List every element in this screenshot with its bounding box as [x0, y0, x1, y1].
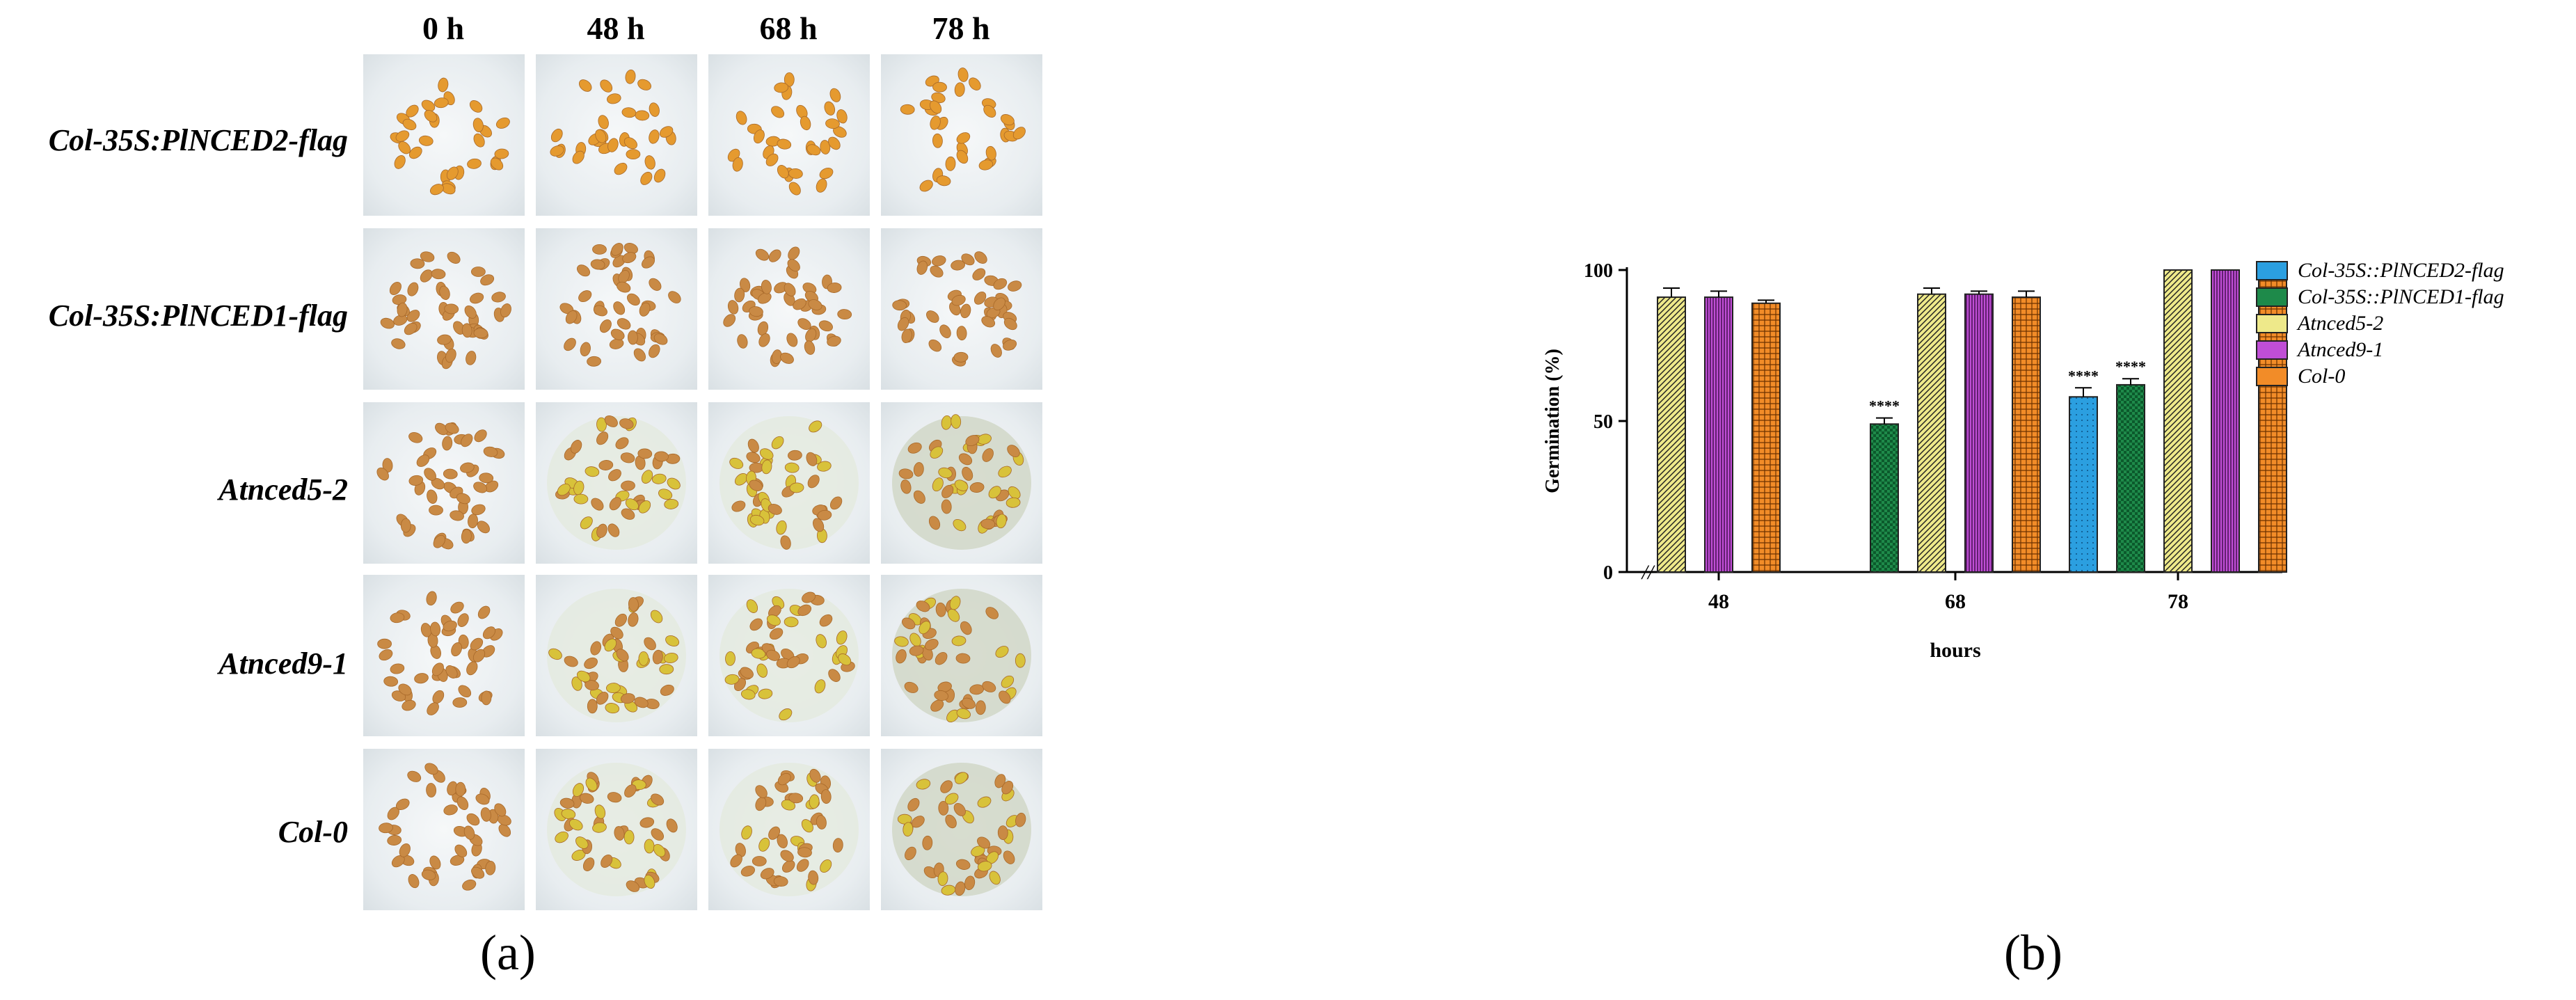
seed-photo — [708, 54, 870, 216]
legend-item: Col-35S::PlNCED2-flag — [2256, 257, 2504, 284]
column-header: 0 h — [422, 10, 465, 46]
seed-photo — [881, 749, 1042, 910]
seed-photo — [881, 228, 1042, 390]
legend-swatch — [2256, 261, 2288, 280]
seed-photo — [536, 749, 697, 910]
legend-label: Col-35S::PlNCED2-flag — [2298, 259, 2504, 282]
seed-photo — [881, 575, 1042, 736]
significance-label: **** — [1869, 397, 1900, 415]
seed-photo — [363, 749, 525, 910]
seed-photo — [536, 54, 697, 216]
seed-photo — [708, 575, 870, 736]
y-tick-label: 100 — [1584, 260, 1613, 282]
legend-label: Atnced9-1 — [2298, 338, 2384, 361]
seed-photo — [708, 402, 870, 564]
bar — [1964, 293, 1994, 573]
seed-photo — [881, 54, 1042, 216]
bar — [1704, 296, 1733, 573]
row-label: Col-35S:PlNCED2-flag — [48, 123, 348, 157]
legend-item: Col-35S::PlNCED1-flag — [2256, 284, 2504, 310]
bar — [2163, 269, 2193, 573]
seed-germination-photo-panel: 0 h 48 h 68 h 78 h Col-35S:PlNCED2-flag … — [0, 0, 1086, 1000]
row-label: Atnced5-2 — [218, 473, 348, 507]
legend-swatch — [2256, 287, 2288, 307]
x-tick-label: 68 — [1945, 590, 1966, 613]
row-label: Col-35S:PlNCED1-flag — [48, 299, 348, 333]
germination-bar-chart: 0 50 100 // 48 68 78 hours Germination (%) **** **… — [1461, 223, 2576, 752]
legend-label: Col-35S::PlNCED1-flag — [2298, 285, 2504, 308]
legend-item: Col-0 — [2256, 363, 2504, 390]
column-header: 48 h — [587, 10, 645, 46]
legend-swatch — [2256, 340, 2288, 360]
seed-photo — [363, 402, 525, 564]
axis-break: // — [1641, 561, 1655, 584]
row-label: Col-0 — [278, 815, 348, 849]
bar — [1870, 423, 1899, 573]
x-axis-label: hours — [1930, 639, 1980, 662]
bar — [2012, 296, 2041, 573]
legend-swatch — [2256, 367, 2288, 386]
seed-photo — [363, 228, 525, 390]
seed-photo — [536, 575, 697, 736]
bar — [1657, 296, 1686, 573]
bar — [1751, 302, 1781, 573]
y-tick-label: 0 — [1603, 562, 1613, 584]
bar — [1917, 293, 1946, 573]
y-axis-label: Germination (%) — [1542, 349, 1564, 493]
x-tick-label: 78 — [2168, 590, 2188, 613]
legend-label: Col-0 — [2298, 365, 2346, 388]
column-header: 68 h — [759, 10, 818, 46]
seed-photo — [708, 228, 870, 390]
panel-a-letter: (a) — [480, 925, 536, 981]
bar — [2211, 269, 2240, 573]
column-header: 78 h — [932, 10, 990, 46]
bar — [2116, 383, 2145, 573]
significance-label: **** — [2068, 367, 2099, 384]
row-label: Atnced9-1 — [218, 646, 348, 681]
bar — [2069, 396, 2098, 573]
significance-label: **** — [2115, 358, 2146, 375]
seed-photo — [536, 402, 697, 564]
seed-photo — [708, 749, 870, 910]
legend-label: Atnced5-2 — [2298, 312, 2384, 335]
seed-photo — [363, 54, 525, 216]
legend-swatch — [2256, 314, 2288, 333]
legend-item: Atnced5-2 — [2256, 310, 2504, 337]
seed-photo — [881, 402, 1042, 564]
panel-b-letter: (b) — [2004, 925, 2062, 981]
seed-photo — [536, 228, 697, 390]
y-tick-label: 50 — [1593, 411, 1613, 433]
x-tick-label: 48 — [1708, 590, 1729, 613]
seed-photo — [363, 575, 525, 736]
legend-item: Atnced9-1 — [2256, 337, 2504, 363]
